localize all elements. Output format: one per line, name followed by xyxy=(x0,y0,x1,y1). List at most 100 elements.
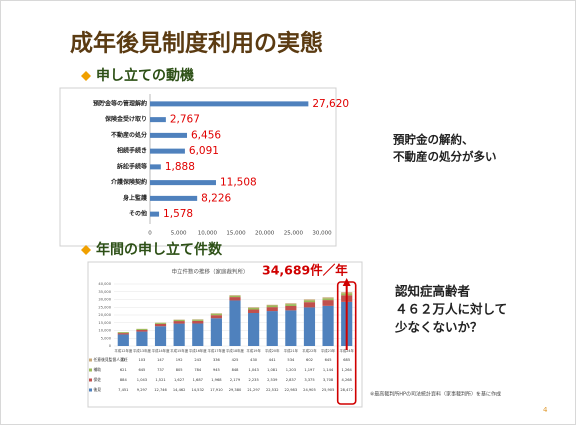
y-tick-label: 25,000 xyxy=(98,305,111,309)
value-label: 8,226 xyxy=(201,192,231,204)
category-label: 相続手続き xyxy=(117,147,147,155)
table-cell: 12,746 xyxy=(154,388,167,392)
table-cell: 884 xyxy=(120,378,128,382)
x-tick-label: 30,000 xyxy=(312,231,332,237)
bar-segment xyxy=(229,295,241,296)
table-cell: 430 xyxy=(250,358,258,362)
x-tick-label: 平成17年度 xyxy=(207,348,225,353)
table-cell: 3,375 xyxy=(304,378,314,382)
table-cell: 1,687 xyxy=(193,378,203,382)
chart-subtitle: 申立件数の推移（家庭裁判所） xyxy=(171,268,248,276)
note: 不動産の処分が多い xyxy=(393,150,497,164)
legend-key xyxy=(89,378,92,382)
bar-segment xyxy=(154,323,167,327)
x-tick-label: 平成23年 xyxy=(321,348,336,353)
y-tick-label: 5,000 xyxy=(101,336,112,340)
bar-segment xyxy=(210,315,222,319)
table-cell: 805 xyxy=(176,368,183,372)
x-tick-label: 平成18年度 xyxy=(226,348,244,353)
value-label: 1,888 xyxy=(165,161,195,173)
legend-label: 補助 xyxy=(94,367,102,372)
table-cell: 14,532 xyxy=(191,388,204,392)
table-cell: 1,043 xyxy=(248,368,258,372)
bar-segment xyxy=(303,299,316,301)
bar-segment xyxy=(136,331,148,346)
bar-segment xyxy=(192,319,204,321)
table-cell: 441 xyxy=(269,358,276,362)
category-label: 保険金受け取り xyxy=(104,115,147,123)
table-cell: 22,983 xyxy=(285,388,298,392)
x-tick-label: 平成16年度 xyxy=(189,348,207,353)
value-label: 27,620 xyxy=(312,98,349,110)
y-tick-label: 0 xyxy=(109,344,112,348)
bar-segment xyxy=(154,322,167,324)
x-tick-label: 5,000 xyxy=(171,231,187,237)
page-number: 4 xyxy=(543,406,548,414)
chart-title: 年間の申し立て件数 xyxy=(96,241,223,258)
bar-segment xyxy=(210,313,222,314)
x-tick-label: 平成21年 xyxy=(284,348,299,353)
x-tick-label: 平成13年度 xyxy=(133,348,151,353)
x-tick-label: 0 xyxy=(148,231,152,237)
table-cell: 425 xyxy=(232,358,239,362)
category-label: その他 xyxy=(129,210,147,218)
note: 認知症高齢者 xyxy=(395,284,471,299)
bar xyxy=(150,132,188,138)
x-tick-label: 15,000 xyxy=(226,231,246,237)
x-tick-label: 25,000 xyxy=(284,231,304,237)
table-cell: 2,539 xyxy=(267,378,278,382)
bar-segment xyxy=(285,305,297,311)
table-cell: 17,910 xyxy=(210,388,223,392)
bar-segment xyxy=(117,333,129,335)
bar-segment xyxy=(266,304,278,306)
table-cell: 192 xyxy=(176,358,183,362)
bar-segment xyxy=(173,321,185,324)
table-cell: 3,708 xyxy=(323,378,334,382)
table-cell: 945 xyxy=(213,368,220,372)
bar-segment xyxy=(173,319,185,322)
x-tick-label: 平成24年 xyxy=(339,348,354,353)
table-cell: 336 xyxy=(213,358,221,362)
table-cell: 2,837 xyxy=(286,378,296,382)
legend-label: 後見 xyxy=(94,387,102,392)
category-label: 介護保険契約 xyxy=(110,178,147,186)
bar-segment xyxy=(248,307,260,308)
table-cell: 1,043 xyxy=(137,378,147,382)
bar-segment xyxy=(248,309,260,313)
legend-label: 任意後見監督人選任 xyxy=(94,357,128,362)
bar-segment xyxy=(322,298,334,301)
table-cell: 2,235 xyxy=(248,378,258,382)
table-cell: 147 xyxy=(157,358,164,362)
table-cell: 1,264 xyxy=(342,368,353,372)
y-tick-label: 40,000 xyxy=(98,282,111,286)
table-cell: 737 xyxy=(157,368,164,372)
bar-segment xyxy=(117,332,129,334)
bar xyxy=(150,148,185,154)
bar-segment xyxy=(322,305,334,346)
value-label: 6,091 xyxy=(189,145,219,157)
note: ４６２万人に対して xyxy=(395,302,507,317)
chart-frame xyxy=(59,87,337,247)
arrow-head xyxy=(342,278,351,286)
table-cell: 1,627 xyxy=(174,378,184,382)
bar xyxy=(150,180,216,186)
bar xyxy=(150,101,309,107)
table-cell: 1,197 xyxy=(304,368,314,372)
table-cell: 1,203 xyxy=(286,368,296,372)
bar-segment xyxy=(303,302,316,308)
table-cell: 2,179 xyxy=(230,378,241,382)
x-tick-label: 20,000 xyxy=(255,231,275,237)
table-cell: 645 xyxy=(138,368,145,372)
annotation: 34,689件／年 xyxy=(262,263,348,278)
bar-segment xyxy=(192,320,204,324)
legend-label: 保佐 xyxy=(94,377,102,382)
table-cell: 24,905 xyxy=(303,388,316,392)
bar-segment xyxy=(285,310,297,346)
note: 少なくないか？ xyxy=(394,320,483,335)
x-tick-label: 平成12年度 xyxy=(114,348,132,353)
legend-key xyxy=(89,388,92,392)
bar-segment xyxy=(210,313,222,316)
bar xyxy=(150,195,198,201)
y-tick-label: 20,000 xyxy=(98,313,111,317)
